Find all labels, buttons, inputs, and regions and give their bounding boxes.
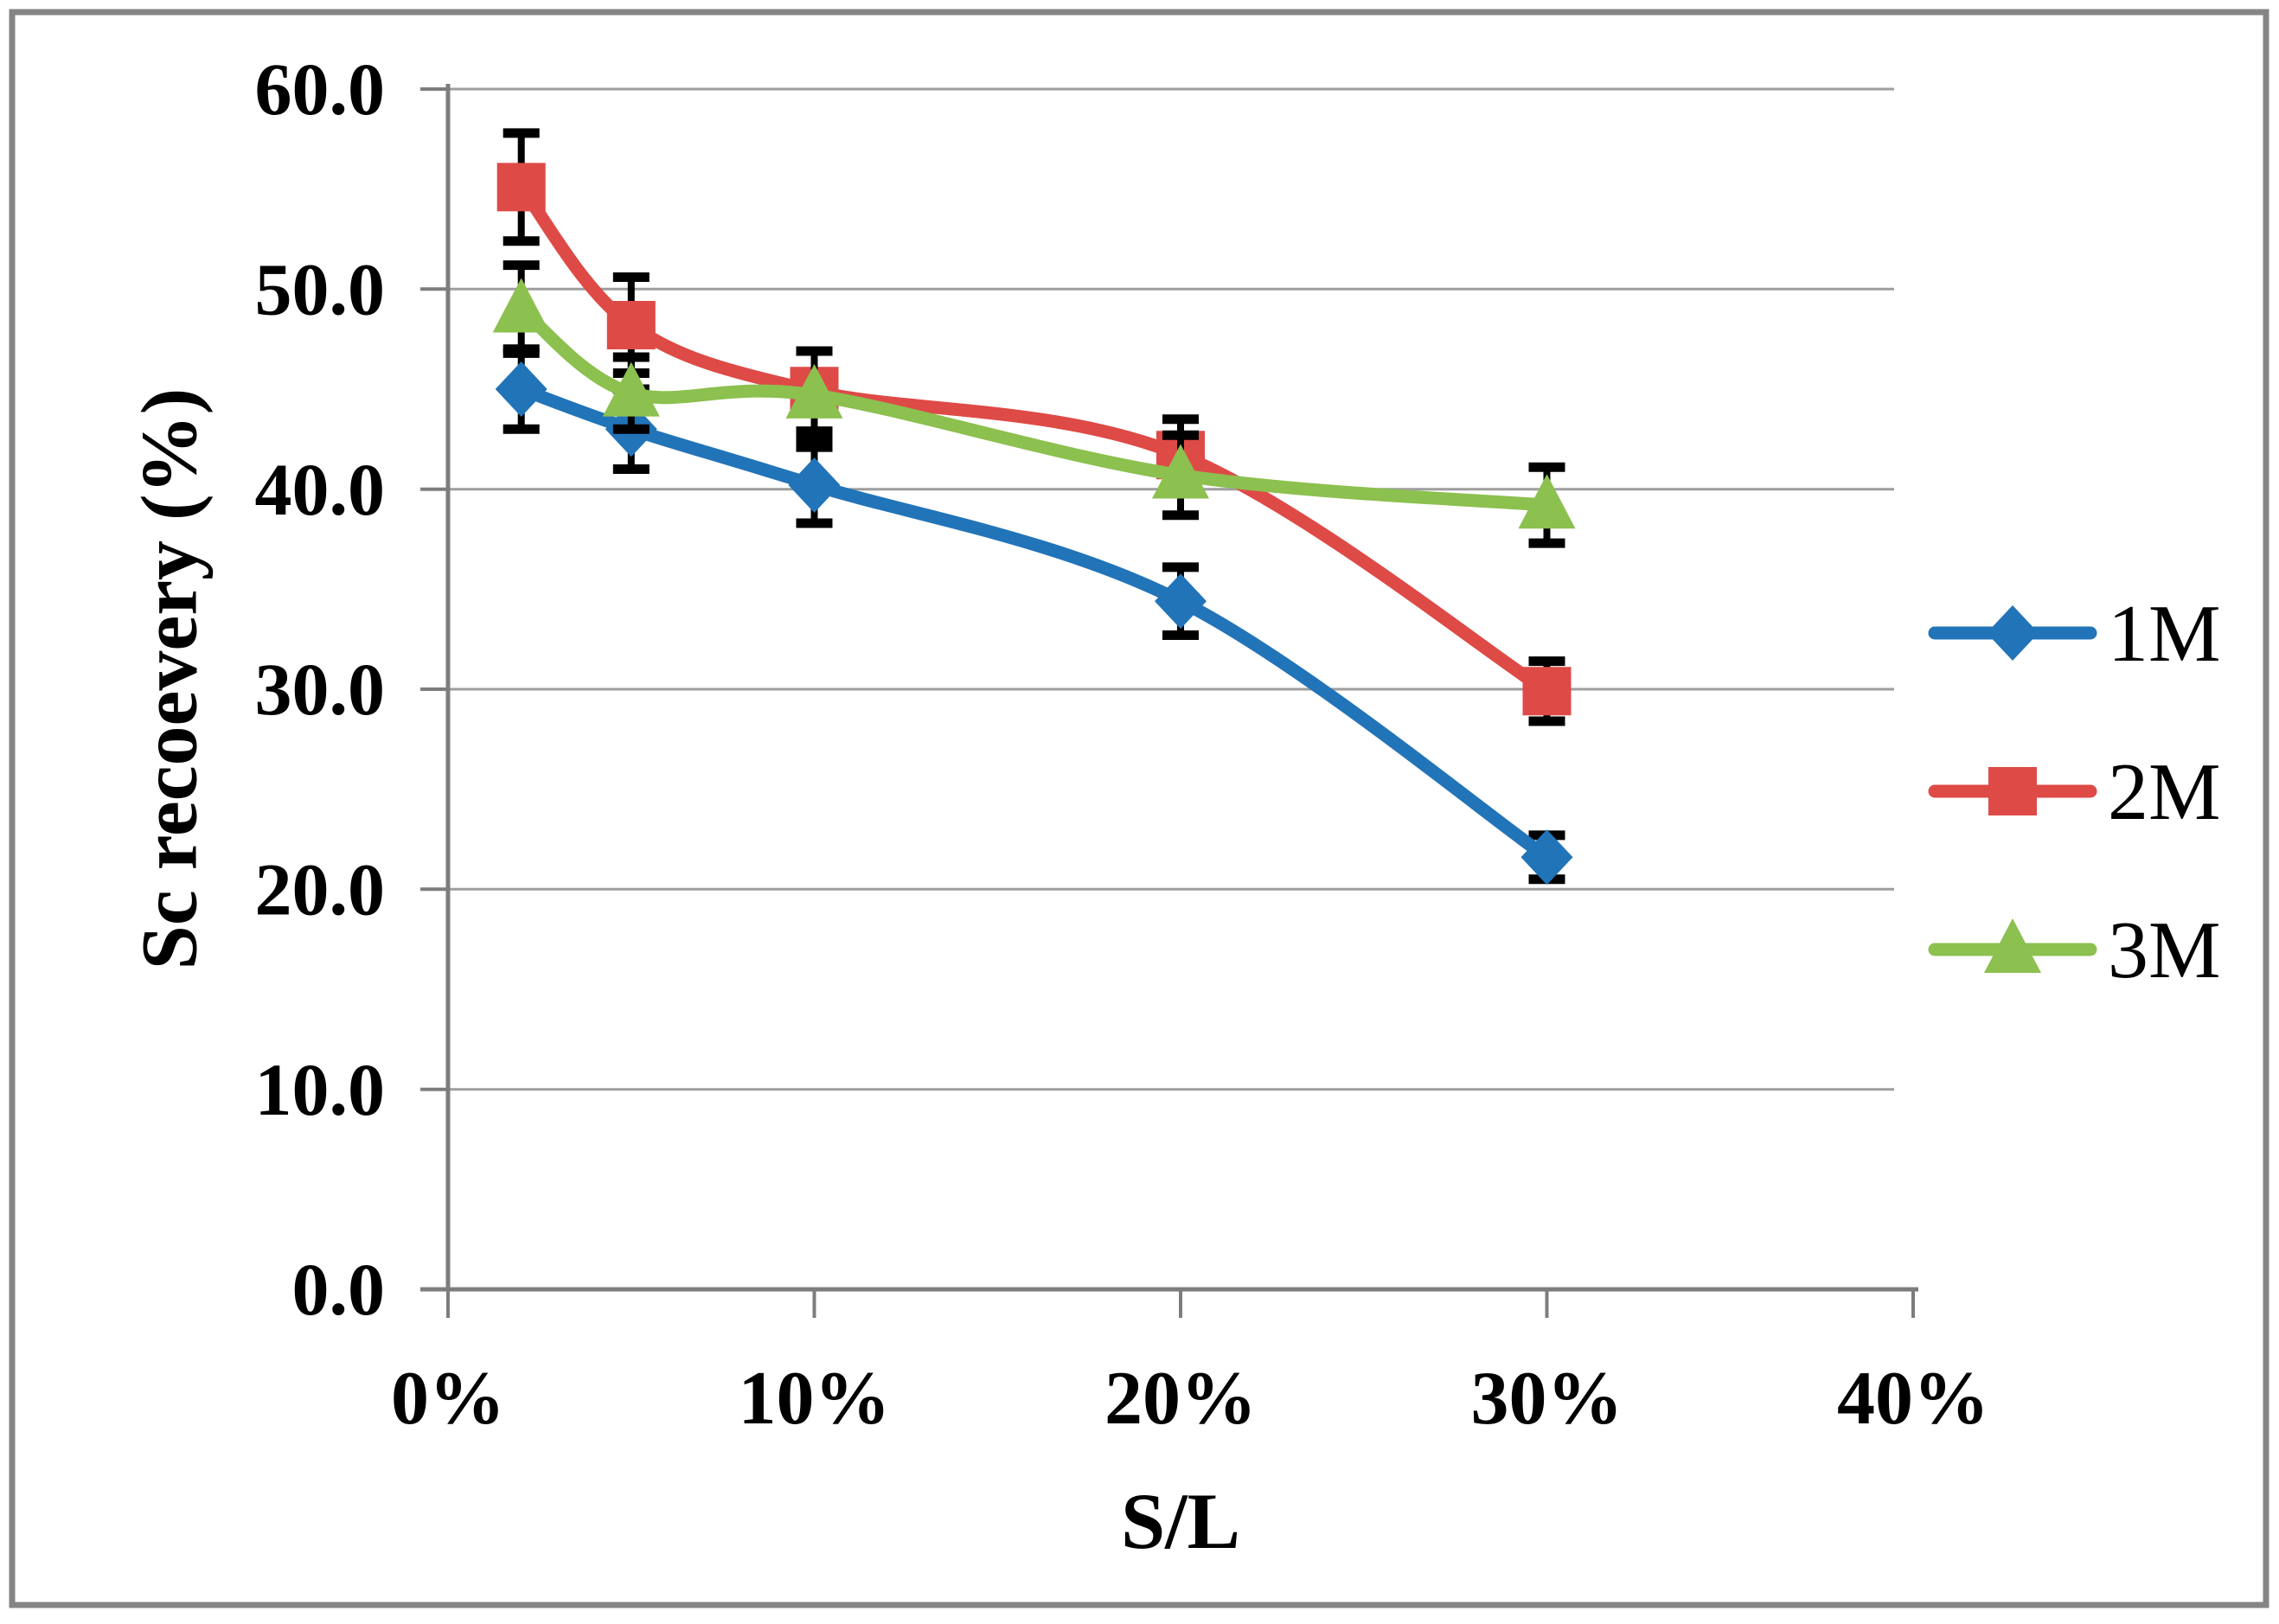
diamond-marker-1M [495, 361, 547, 417]
x-tick-label: 10% [739, 1357, 891, 1441]
x-tick-label: 0% [391, 1357, 505, 1441]
legend-item-1M: 1M [1928, 589, 2221, 679]
legend-item-3M: 3M [1928, 905, 2221, 995]
legend-triangle-marker-3M [1984, 918, 2041, 973]
triangle-marker-3M [492, 278, 550, 333]
x-tick-label: 20% [1104, 1357, 1257, 1441]
tick-labels: 0.0 10.0 20.0 30.0 40.0 50.0 60.0 0% 10% 20% 30% 40… [255, 48, 1990, 1441]
x-tick-label: 30% [1471, 1357, 1623, 1441]
triangle-marker-3M [785, 363, 843, 419]
y-tick-label: 0.0 [292, 1248, 386, 1331]
legend-item-2M: 2M [1928, 747, 2221, 837]
legend-label-2M: 2M [2108, 747, 2221, 837]
y-tick-label: 40.0 [255, 448, 386, 531]
series-line-3M [515, 303, 1553, 512]
series-3M [492, 260, 1576, 548]
triangle-marker-3M [602, 361, 660, 417]
y-tick-label: 30.0 [255, 648, 386, 731]
legend-label-3M: 3M [2108, 905, 2221, 995]
y-axis-title: Sc recoevery (%) [125, 388, 213, 970]
legend-square-marker-2M [1988, 767, 2037, 815]
legend-diamond-marker-1M [1987, 605, 2039, 661]
y-tick-label: 10.0 [255, 1048, 386, 1131]
legend-label-1M: 1M [2108, 589, 2221, 679]
diamond-marker-1M [1520, 829, 1573, 886]
triangle-marker-3M [1518, 474, 1576, 529]
series-2M [496, 128, 1572, 726]
figure-border [9, 9, 2269, 1608]
x-tick-label: 40% [1837, 1357, 1989, 1441]
gridlines [448, 87, 1894, 1091]
y-tick-label: 60.0 [255, 48, 386, 131]
x-axis-title: S/L [1121, 1477, 1240, 1565]
square-marker-2M [1522, 667, 1572, 716]
diamond-marker-1M [788, 457, 841, 513]
diamond-marker-1M [1155, 573, 1207, 630]
series-1M [495, 344, 1573, 886]
square-marker-2M [606, 301, 656, 349]
triangle-marker-3M [1152, 444, 1209, 499]
y-tick-label: 20.0 [255, 848, 386, 931]
error-bars-2M [503, 128, 1565, 726]
series-line-1M [515, 382, 1553, 864]
y-tick-label: 50.0 [255, 248, 386, 331]
square-marker-2M [496, 163, 546, 212]
legend: 1M 2M 3M [1928, 589, 2221, 995]
error-bars-1M [503, 344, 1565, 885]
axes [420, 84, 1918, 1318]
